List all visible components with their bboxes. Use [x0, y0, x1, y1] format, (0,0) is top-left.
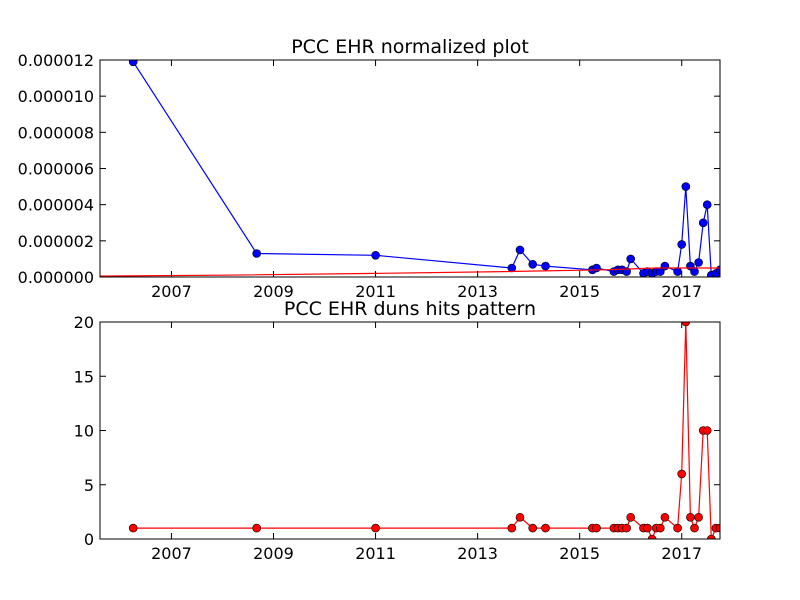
- chart-1-x-tick-label: 2007: [151, 282, 192, 301]
- chart-1-series-1-point: [371, 251, 380, 260]
- chart-1-series-1-point: [694, 258, 703, 267]
- chart-2-series-1-point: [647, 534, 657, 539]
- chart-1-series-2-line: [100, 267, 720, 277]
- chart-1-y-tick-label: 0.000000: [18, 268, 94, 287]
- chart-2-x-tick-label: 2007: [151, 544, 192, 563]
- chart-1-y-tick-label: 0.000012: [18, 51, 94, 70]
- chart-2-series-1-point: [643, 523, 652, 533]
- chart-1-series-1-point: [673, 267, 682, 276]
- chart-2-series-1-point: [660, 512, 670, 522]
- chart-2-series-1-point: [715, 523, 720, 533]
- chart-2-series-1-point: [702, 426, 712, 435]
- chart-1-y-tick-label: 0.000008: [18, 123, 94, 142]
- chart-2-y-tick-label: 20: [74, 313, 94, 332]
- chart-1-series-1-point: [252, 249, 262, 258]
- chart-1-plot-area: [100, 60, 720, 277]
- chart-2-series-1-point: [686, 512, 695, 522]
- chart-2-y-tick-label: 5: [84, 476, 94, 495]
- chart-1-series-1-point: [626, 254, 636, 264]
- chart-1-series-1-point: [698, 218, 708, 228]
- chart-1-x-tick-label: 2009: [253, 282, 294, 301]
- chart-2-series-1-point: [681, 322, 691, 327]
- chart-2-series-1-point: [507, 523, 517, 533]
- chart-1-series-1-point: [541, 261, 550, 271]
- chart-2-series-1-point: [128, 523, 138, 533]
- chart-2-series-1: [128, 322, 720, 539]
- chart-2-series-1-point: [371, 523, 380, 533]
- chart-1-x-tick-label: 2017: [661, 282, 702, 301]
- chart-1-series-1-point: [528, 259, 538, 269]
- chart-2-series-1-point: [694, 512, 703, 522]
- chart-2-series-1-point: [622, 523, 631, 533]
- chart-1-y-tick-label: 0.000002: [18, 232, 94, 251]
- chart-1-series-2: [100, 267, 720, 277]
- chart-1-y-tick-label: 0.000006: [18, 160, 94, 179]
- chart-1-y-tick-label: 0.000010: [18, 87, 94, 106]
- chart-2-x-tick-label: 2009: [253, 544, 294, 563]
- chart-2-series-1-point: [626, 512, 636, 522]
- chart-1-series-1-point: [515, 245, 525, 255]
- chart-2-y-tick-label: 10: [74, 422, 94, 441]
- chart-2-series-1-point: [677, 469, 687, 479]
- chart-2-x-tick-label: 2013: [457, 544, 498, 563]
- chart-2-plot-area: [100, 322, 720, 539]
- chart-2-series-1-point: [690, 523, 699, 533]
- chart-1-series-1-point: [702, 200, 712, 209]
- chart-1-y-tick-label: 0.000004: [18, 196, 94, 215]
- chart-1-series-1-point: [681, 182, 691, 191]
- chart-2-series-1-point: [707, 534, 716, 539]
- chart-1: 2007 2009 2011 2013 2015 2017 0.000000 0.000002…: [18, 36, 721, 301]
- chart-2-y-tick-label: 0: [84, 530, 94, 549]
- chart-1-title: PCC EHR normalized plot: [291, 36, 529, 58]
- chart-2-title: PCC EHR duns hits pattern: [284, 298, 536, 320]
- chart-2-series-1-point: [515, 512, 525, 522]
- chart-2: 2007 2009 2011 2013 2015 2017 0 5 10 15 20 PCC EHR …: [74, 298, 721, 563]
- chart-1-series-1-point: [677, 240, 687, 249]
- chart-1-series-1-point: [592, 263, 601, 273]
- chart-1-series-1-point: [660, 261, 670, 271]
- chart-1-x-tick-label: 2011: [355, 282, 396, 301]
- chart-2-series-1-point: [592, 523, 601, 533]
- chart-2-x-tick-label: 2017: [661, 544, 702, 563]
- chart-2-x-tick-label: 2015: [559, 544, 600, 563]
- chart-2-x-tick-label: 2011: [355, 544, 396, 563]
- chart-1-series-1-point: [690, 267, 699, 276]
- chart-1-series-1-point: [128, 60, 138, 67]
- chart-1-x-tick-label: 2015: [559, 282, 600, 301]
- chart-2-series-1-point: [673, 523, 682, 533]
- chart-2-series-1-point: [528, 523, 538, 533]
- chart-2-series-1-point: [541, 523, 550, 533]
- chart-2-y-tick-label: 15: [74, 367, 94, 386]
- chart-2-series-1-point: [252, 523, 262, 533]
- chart-1-x-tick-label: 2013: [457, 282, 498, 301]
- chart-2-series-1-point: [655, 523, 665, 533]
